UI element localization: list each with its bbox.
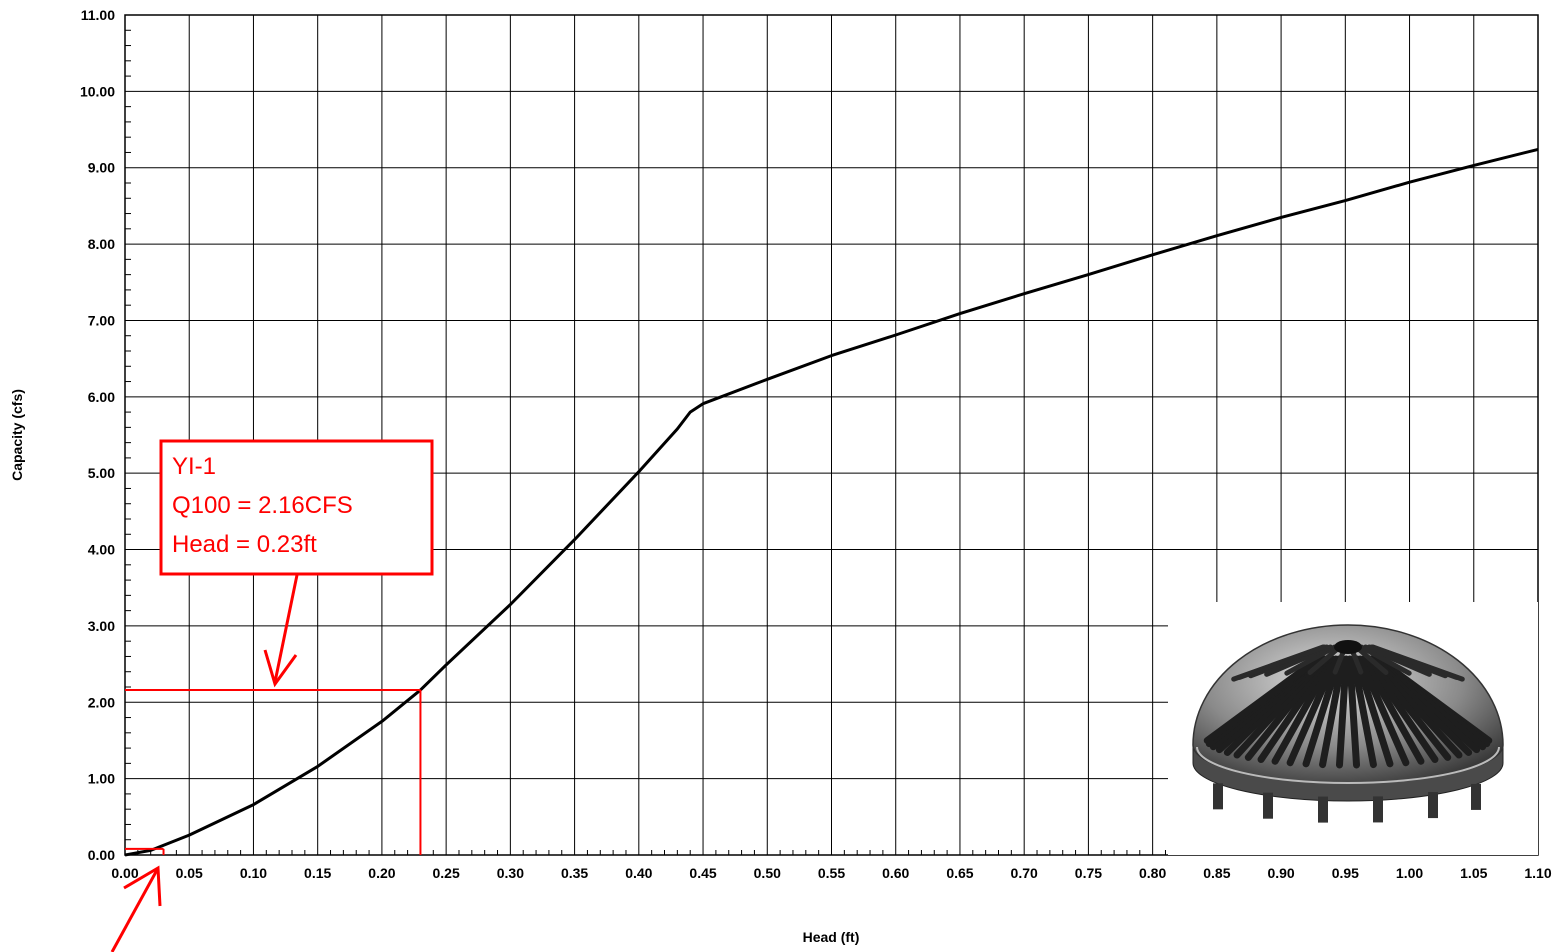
x-axis-title: Head (ft)	[803, 929, 860, 945]
grate-rear-slot	[1231, 644, 1326, 682]
grid	[124, 14, 1539, 856]
x-tick-label: 0.95	[1332, 865, 1359, 881]
series	[124, 147, 1539, 857]
grate-rear-slot	[1284, 644, 1338, 676]
grate-slot	[1353, 655, 1394, 768]
x-tick-label: 1.00	[1396, 865, 1423, 881]
grate-slot	[1286, 655, 1340, 767]
grate-foot	[1373, 796, 1383, 823]
annotation-label: YI-1	[172, 453, 216, 480]
x-tick-label: 0.65	[946, 865, 973, 881]
grate-rear-slot	[1358, 644, 1412, 676]
x-tick-label: 0.75	[1075, 865, 1102, 881]
grate-rim-highlight	[1196, 746, 1500, 784]
y-tick-label: 3.00	[88, 618, 115, 634]
x-tick-label: 0.90	[1267, 865, 1294, 881]
y-tick-label: 0.00	[88, 847, 115, 863]
grate-rear-slot	[1353, 644, 1389, 675]
x-tick-label: 0.25	[433, 865, 460, 881]
x-tick-label: 0.45	[689, 865, 716, 881]
grate-slot	[1346, 655, 1361, 769]
x-tick-label: 0.05	[176, 865, 203, 881]
y-tick-label: 11.00	[81, 7, 115, 23]
y-tick-label: 1.00	[88, 771, 115, 787]
x-tick-label: 1.05	[1460, 865, 1487, 881]
grate-slot	[1335, 655, 1350, 769]
grate-slot	[1363, 655, 1439, 763]
plot-frame	[124, 14, 1539, 856]
grate-rear-slot	[1363, 644, 1432, 677]
drain-grate-image	[1168, 602, 1538, 855]
small-arrow-shaft	[110, 869, 159, 952]
annotation-flow: Q100 = 2.16CFS	[172, 492, 353, 519]
y-tick-label: 4.00	[88, 542, 115, 558]
x-tick-label: 1.10	[1524, 865, 1551, 881]
x-tick-label: 0.15	[304, 865, 331, 881]
y-axis-title: Capacity (cfs)	[9, 389, 25, 481]
tick-labels: 0.00 0.05 0.10 0.15 0.20 0.25 0.30 0.35 0.40 0.45…	[80, 7, 1552, 881]
x-tick-label: 0.20	[368, 865, 395, 881]
grate-slot	[1203, 655, 1322, 745]
grate-rear-slot	[1307, 644, 1343, 675]
x-tick-label: 0.85	[1203, 865, 1230, 881]
x-tick-label: 0.70	[1011, 865, 1038, 881]
x-tick-label: 0.35	[561, 865, 588, 881]
x-tick-label: 0.80	[1139, 865, 1166, 881]
x-tick-label: 0.50	[754, 865, 781, 881]
grate-slot	[1319, 655, 1347, 769]
x-tick-label: 0.40	[625, 865, 652, 881]
grate-slot	[1349, 655, 1377, 769]
y-tick-label: 7.00	[88, 312, 115, 328]
grate-slot	[1356, 655, 1410, 767]
x-tick-label: 0.00	[111, 865, 138, 881]
grate-slot	[1271, 655, 1336, 765]
y-tick-label: 6.00	[88, 389, 115, 405]
capacity-curve	[124, 147, 1539, 857]
grate-slot	[1257, 655, 1333, 763]
x-tick-label: 0.60	[882, 865, 909, 881]
annotation-arrowhead	[263, 649, 298, 688]
grate-foot	[1428, 792, 1438, 819]
y-tick-label: 5.00	[88, 465, 115, 481]
y-tick-label: 10.00	[80, 83, 115, 99]
annotation-arrow-shaft	[273, 574, 299, 683]
grate-foot	[1318, 796, 1328, 823]
grate-slot	[1365, 655, 1452, 761]
grate-top-hole	[1334, 640, 1362, 654]
grate-slot	[1302, 655, 1343, 768]
grate-slot	[1360, 655, 1425, 765]
grate-foot	[1471, 783, 1481, 810]
annotation-box	[159, 439, 434, 576]
grate-foot	[1263, 792, 1273, 819]
y-tick-label: 9.00	[88, 160, 115, 176]
y-tick-label: 2.00	[88, 694, 115, 710]
grate-foot	[1213, 783, 1223, 810]
x-tick-label: 0.30	[497, 865, 524, 881]
annotation-head: Head = 0.23ft	[172, 531, 317, 558]
small-arrowhead	[123, 865, 162, 907]
y-tick-label: 8.00	[88, 236, 115, 252]
x-tick-label: 0.10	[240, 865, 267, 881]
x-tick-label: 0.55	[818, 865, 845, 881]
annotations: YI-1 Q100 = 2.16CFS Head = 0.23ft	[110, 439, 434, 952]
